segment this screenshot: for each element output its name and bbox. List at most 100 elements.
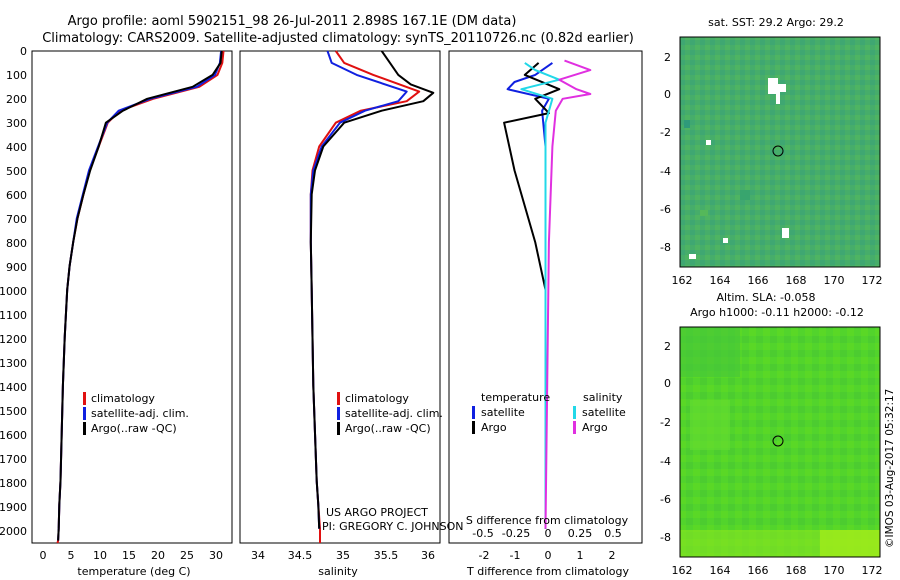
lat-tick: -4	[660, 165, 671, 178]
lat-tick: -6	[660, 203, 671, 216]
t-diff-tick: -2	[479, 549, 490, 562]
lon-tick: 170	[824, 274, 845, 287]
project-name: US ARGO PROJECT	[326, 506, 428, 519]
lat-tick: 2	[664, 51, 671, 64]
s-diff-tick: 0	[545, 527, 552, 540]
lat-tick: 0	[664, 377, 671, 390]
legend-label: satellite-adj. clim.	[345, 407, 443, 420]
s-diff-tick: 0.25	[568, 527, 593, 540]
depth-tick: 300	[6, 117, 27, 130]
lon-tick: 164	[710, 274, 731, 287]
temp-tick: 0	[40, 549, 47, 562]
sla-map-yaxis: 2 0 -2 -4 -6 -8	[660, 340, 671, 544]
sal-tick: 34	[251, 549, 265, 562]
legend-swatch-argo	[337, 422, 340, 435]
legend-swatch-argo	[83, 422, 86, 435]
sla-map-frame	[679, 326, 881, 558]
lon-tick: 172	[862, 274, 883, 287]
temperature-x-label: temperature (deg C)	[77, 565, 190, 578]
lat-tick: 0	[664, 88, 671, 101]
lon-tick: 162	[672, 564, 693, 577]
lat-tick: -8	[660, 531, 671, 544]
series-line-climatology	[309, 50, 421, 543]
temp-tick: 25	[180, 549, 194, 562]
t-diff-tick: 2	[609, 549, 616, 562]
salinity-x-axis: 34 34.5 35 35.5 36	[251, 549, 435, 562]
depth-tick: 1900	[0, 501, 27, 514]
difference-x-axis: -2 -1 0 1 2 -0.5 -0.25 0 0.25 0.5	[472, 527, 621, 562]
argo-float-marker	[772, 435, 784, 447]
temperature-panel-frame	[31, 50, 233, 544]
land-mask-islet	[706, 140, 711, 145]
lon-tick: 172	[862, 564, 883, 577]
land-mask-islet	[689, 254, 696, 259]
sal-tick: 35	[336, 549, 350, 562]
header-line-2: Climatology: CARS2009. Satellite-adjuste…	[42, 31, 634, 46]
sal-tick: 34.5	[288, 549, 313, 562]
salinity-x-label: salinity	[318, 565, 358, 578]
salinity-legend: climatology satellite-adj. clim. Argo(..…	[337, 392, 443, 435]
difference-panel-frame	[448, 50, 643, 544]
depth-tick: 2000	[0, 525, 27, 538]
depth-tick: 200	[6, 93, 27, 106]
lat-tick: -2	[660, 126, 671, 139]
legend-swatch-climatology	[83, 392, 86, 405]
legend-swatch-argo-temp	[472, 421, 475, 434]
sla-map-xaxis: 162 164 166 168 170 172	[672, 564, 883, 577]
series-line-satellite-adj-clim-	[57, 50, 223, 541]
sla-map-title-1: Altim. SLA: -0.058	[716, 291, 815, 304]
depth-tick: 1200	[0, 333, 27, 346]
s-diff-tick: 0.5	[604, 527, 622, 540]
lat-tick: -8	[660, 241, 671, 254]
legend-label: Argo(..raw -QC)	[91, 422, 177, 435]
depth-tick: 900	[6, 261, 27, 274]
legend-salinity-title: salinity	[583, 391, 623, 404]
series-line-argo-raw-qc-	[309, 50, 435, 529]
legend-swatch-argo-sal	[573, 421, 576, 434]
temperature-x-axis: 0 5 10 15 20 25 30	[40, 549, 224, 562]
temp-tick: 20	[151, 549, 165, 562]
sla-map	[679, 326, 881, 558]
depth-axis: 0 100 200 300 400 500 600 700 800 900 10…	[0, 45, 27, 538]
series-line-argo-temperature-	[503, 62, 561, 529]
difference-legend: temperature salinity satellite Argo sate…	[472, 391, 626, 434]
t-diff-label: T difference from climatology	[466, 565, 629, 578]
imos-credit: ©IMOS 03-Aug-2017 05:32:17	[884, 389, 896, 548]
salinity-lines	[309, 50, 435, 543]
lat-tick: 2	[664, 340, 671, 353]
depth-tick: 400	[6, 141, 27, 154]
temp-tick: 5	[68, 549, 75, 562]
sst-field-patch	[684, 120, 690, 128]
lon-tick: 164	[710, 564, 731, 577]
depth-tick: 500	[6, 165, 27, 178]
legend-label: climatology	[91, 392, 155, 405]
difference-lines	[503, 59, 592, 529]
series-line-satellite-adj-clim-	[309, 50, 408, 529]
legend-label: satellite	[481, 406, 525, 419]
sla-field-patch	[690, 400, 730, 450]
argo-float-marker	[772, 145, 784, 157]
land-mask-islet	[782, 228, 789, 238]
depth-tick: 1600	[0, 429, 27, 442]
temp-tick: 15	[122, 549, 136, 562]
depth-tick: 1400	[0, 381, 27, 394]
lat-tick: -4	[660, 455, 671, 468]
sal-tick: 35.5	[374, 549, 399, 562]
sst-map-yaxis: 2 0 -2 -4 -6 -8	[660, 51, 671, 254]
depth-tick: 1500	[0, 405, 27, 418]
legend-label: climatology	[345, 392, 409, 405]
temperature-lines	[56, 50, 225, 544]
sla-field-patch	[680, 327, 740, 377]
depth-tick: 100	[6, 69, 27, 82]
sst-field-patch	[700, 210, 708, 216]
depth-tick: 1700	[0, 453, 27, 466]
sst-field-patch	[740, 190, 750, 200]
legend-swatch-satellite-sal	[573, 406, 576, 419]
lon-tick: 162	[672, 274, 693, 287]
land-mask-islet	[723, 238, 728, 243]
depth-tick: 600	[6, 189, 27, 202]
s-diff-tick: -0.5	[472, 527, 493, 540]
sla-field-patch	[820, 530, 880, 557]
land-mask-island	[768, 78, 786, 104]
sst-map-title: sat. SST: 29.2 Argo: 29.2	[708, 16, 844, 29]
